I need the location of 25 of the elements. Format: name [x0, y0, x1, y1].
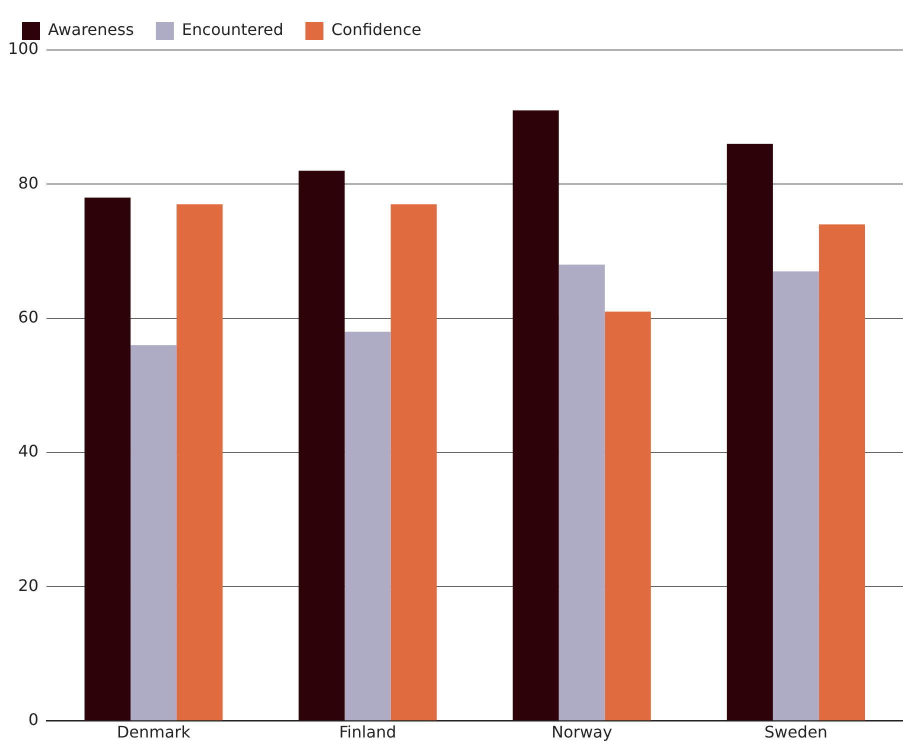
y-tick-label: 60: [18, 307, 39, 326]
legend-label: Encountered: [182, 20, 284, 40]
bar: [84, 198, 131, 720]
y-tick-label: 80: [18, 173, 39, 192]
bar: [298, 170, 345, 720]
y-tick-label: 100: [8, 39, 39, 58]
y-tick-label: 20: [18, 576, 39, 595]
x-tick-label: Denmark: [116, 722, 192, 742]
bar: [512, 110, 559, 720]
bar: [176, 204, 223, 720]
y-tick-label: 40: [18, 442, 39, 461]
bar: [344, 332, 391, 720]
y-tick-label: 0: [28, 710, 39, 729]
legend-label: Awareness: [48, 20, 134, 40]
x-tick-label: Finland: [339, 722, 396, 742]
x-tick-label: Sweden: [764, 722, 828, 742]
bar: [818, 224, 865, 720]
bar: [726, 144, 773, 720]
x-tick-label: Norway: [551, 722, 612, 742]
bar: [558, 264, 605, 720]
bar: [604, 312, 651, 720]
bar: [390, 204, 437, 720]
bar: [772, 271, 819, 720]
bar: [130, 345, 177, 720]
legend-label: Confidence: [331, 20, 422, 40]
